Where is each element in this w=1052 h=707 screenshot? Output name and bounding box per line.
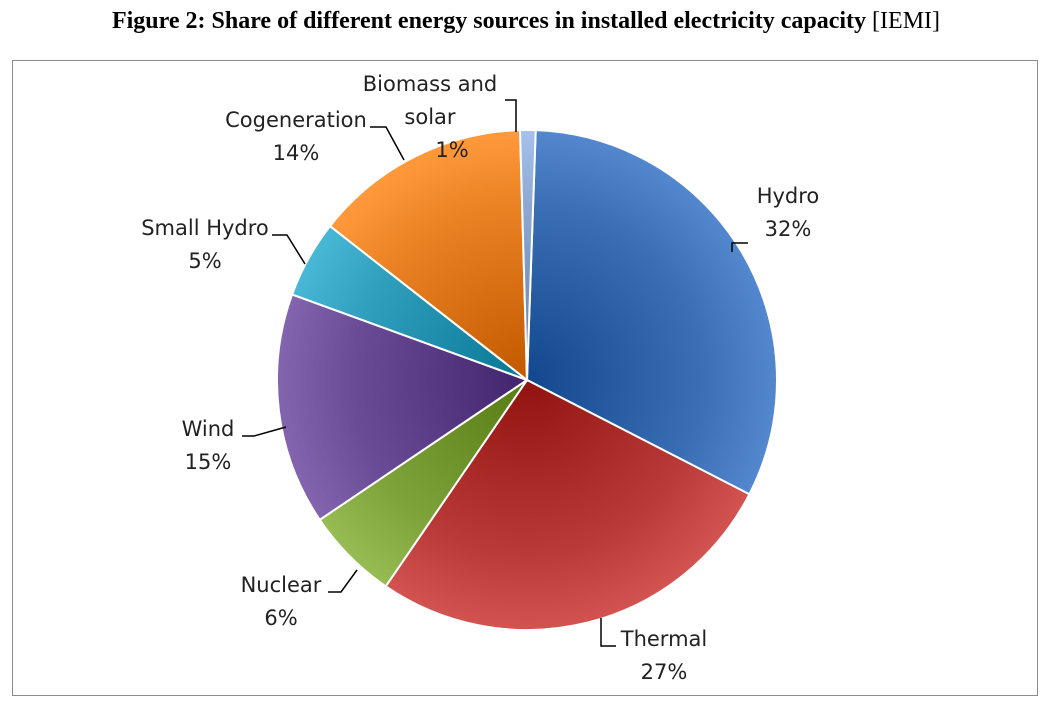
slice-value-label: 15% bbox=[185, 450, 232, 474]
leader-line bbox=[328, 569, 358, 593]
leader-line bbox=[505, 99, 517, 132]
slice-value-label: 1% bbox=[435, 138, 468, 162]
slice-name-label: Nuclear bbox=[241, 573, 322, 597]
chart-frame bbox=[12, 60, 1038, 696]
pie-slice-thermal bbox=[384, 378, 751, 631]
slice-name-label: Biomass and solar bbox=[363, 72, 497, 129]
leader-line bbox=[600, 618, 616, 647]
slice-name-label: Hydro bbox=[757, 184, 820, 208]
caption-title: Figure 2: Share of different energy sour… bbox=[111, 8, 867, 34]
figure-caption: Figure 2: Share of different energy sour… bbox=[0, 8, 1052, 35]
slice-name-label: Cogeneration bbox=[225, 108, 367, 132]
pie-slice-hydro bbox=[525, 129, 778, 496]
pie-slice-cogeneration bbox=[328, 129, 529, 383]
leader-line bbox=[242, 426, 287, 437]
slice-name-label: Thermal bbox=[620, 627, 707, 651]
slice-name-label: Wind bbox=[182, 417, 235, 441]
slice-name-label: Small Hydro bbox=[141, 216, 269, 240]
slice-value-label: 27% bbox=[641, 660, 688, 684]
slice-value-label: 5% bbox=[188, 249, 221, 273]
slice-value-label: 32% bbox=[765, 217, 812, 241]
slice-value-label: 14% bbox=[273, 141, 320, 165]
pie-slice-biomass-and-solar bbox=[518, 129, 537, 381]
leader-line bbox=[272, 234, 306, 265]
pie-slice-wind bbox=[276, 293, 530, 522]
caption-source: [IEMI] bbox=[872, 8, 941, 34]
slice-value-label: 6% bbox=[264, 606, 297, 630]
leader-line bbox=[731, 242, 748, 252]
leader-line bbox=[370, 126, 405, 161]
